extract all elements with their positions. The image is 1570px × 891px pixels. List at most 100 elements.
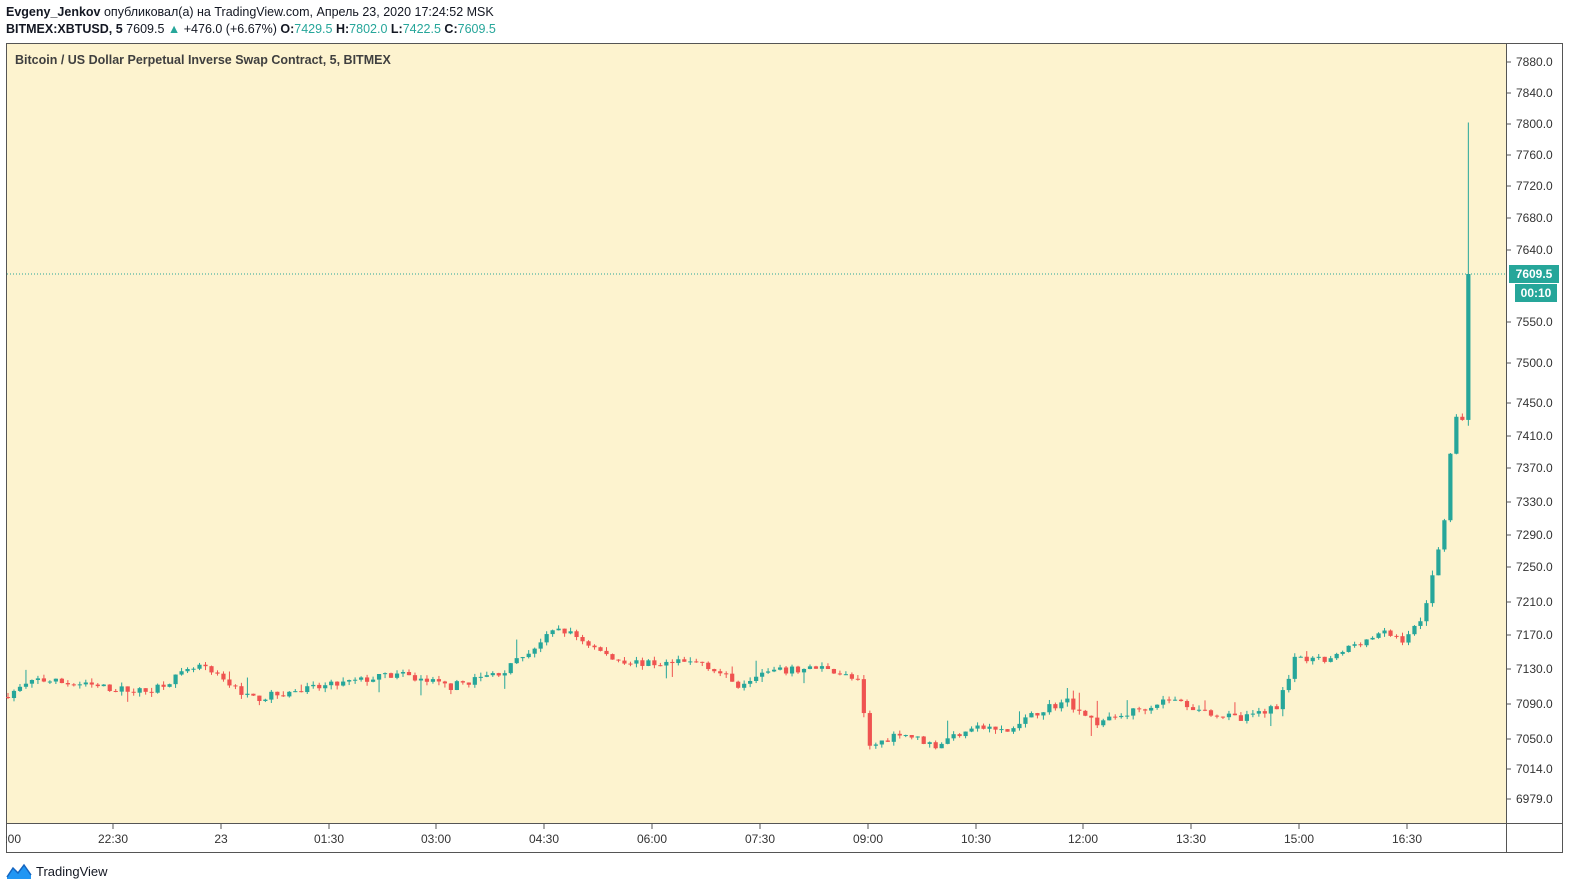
- candle: [95, 683, 100, 688]
- candle-body: [1262, 711, 1267, 714]
- candle-body: [556, 628, 561, 631]
- candle: [1190, 704, 1196, 711]
- candle-body: [843, 674, 848, 676]
- candle-body: [897, 733, 902, 736]
- candle-body: [95, 684, 100, 687]
- candle-body: [47, 681, 52, 683]
- candle: [179, 667, 184, 676]
- candle-body: [1310, 657, 1315, 662]
- candle: [490, 671, 495, 677]
- price-axis[interactable]: [1506, 43, 1563, 824]
- candle-body: [1083, 710, 1088, 716]
- candle: [646, 659, 651, 667]
- candle-body: [813, 666, 819, 669]
- candle: [1101, 718, 1106, 728]
- candle-body: [29, 679, 35, 684]
- candle-body: [1029, 713, 1034, 718]
- candle: [688, 657, 693, 665]
- candle: [891, 731, 896, 746]
- candle-body: [59, 678, 64, 684]
- chart-frame[interactable]: 7880.0 7840.0 7800.0 7760.0 7720.0 7680.0 7640…: [6, 43, 1564, 855]
- candle: [1029, 711, 1034, 718]
- candle: [496, 672, 501, 678]
- candle: [819, 662, 825, 672]
- candle: [293, 689, 298, 693]
- candle: [1316, 654, 1321, 660]
- candle: [574, 629, 579, 641]
- candle: [1065, 687, 1070, 707]
- candle-body: [1340, 651, 1345, 654]
- candle: [347, 679, 352, 686]
- candle-body: [873, 744, 878, 746]
- candle: [466, 682, 471, 688]
- candle: [508, 662, 513, 675]
- candle: [903, 734, 908, 738]
- candle-body: [568, 631, 573, 634]
- candle: [1041, 712, 1046, 720]
- candle: [1059, 699, 1064, 712]
- countdown-label: 00:10: [1521, 286, 1552, 300]
- x-tick-label: 04:30: [529, 832, 559, 846]
- candle-body: [652, 660, 657, 666]
- candle: [622, 657, 627, 665]
- candle-body: [646, 660, 651, 666]
- plot-area[interactable]: [6, 43, 1507, 824]
- tradingview-brand[interactable]: TradingView: [6, 862, 108, 880]
- candle-body: [688, 661, 693, 663]
- y-tick-label: 7130.0: [1516, 662, 1553, 676]
- candle: [742, 680, 747, 691]
- candle: [628, 661, 633, 667]
- candle: [17, 684, 23, 692]
- candle: [11, 689, 17, 702]
- candle-body: [1226, 713, 1232, 718]
- candle: [424, 675, 430, 686]
- author-name[interactable]: Evgeny_Jenkov: [6, 5, 101, 19]
- y-tick-label: 7760.0: [1516, 148, 1553, 162]
- candle-body: [1035, 713, 1040, 716]
- candle: [418, 675, 424, 696]
- candle-body: [101, 684, 106, 687]
- x-tick-label: 16:30: [1392, 832, 1422, 846]
- candle-body: [430, 679, 436, 682]
- candlestick-chart[interactable]: 7880.0 7840.0 7800.0 7760.0 7720.0 7680.0 7640…: [6, 43, 1564, 855]
- candle: [1035, 712, 1040, 719]
- candle: [664, 659, 669, 679]
- candle-body: [41, 678, 47, 682]
- candle-body: [1280, 690, 1285, 710]
- candle-body: [341, 681, 346, 686]
- time-axis[interactable]: [6, 823, 1507, 853]
- candle: [1322, 656, 1327, 664]
- candle-body: [508, 663, 513, 674]
- candle-body: [161, 684, 166, 687]
- candle: [754, 660, 759, 684]
- candle-body: [472, 677, 477, 685]
- candle-body: [1047, 704, 1052, 713]
- candle: [436, 675, 442, 686]
- candle-body: [1406, 634, 1411, 643]
- candle-body: [682, 659, 687, 662]
- candle-body: [933, 742, 938, 749]
- candle-body: [1065, 698, 1070, 703]
- candle-body: [1394, 635, 1399, 637]
- candle-body: [1256, 711, 1261, 714]
- y-tick-label: 7640.0: [1516, 243, 1553, 257]
- candle: [520, 656, 525, 662]
- candle: [53, 678, 58, 684]
- candle: [1053, 702, 1058, 711]
- candle-body: [35, 678, 41, 680]
- candle: [227, 671, 232, 688]
- candle: [281, 691, 286, 697]
- candle: [1184, 699, 1190, 711]
- candle: [634, 656, 639, 668]
- candle: [921, 735, 926, 745]
- candle: [1442, 518, 1447, 552]
- candle: [1424, 600, 1429, 626]
- candle-body: [323, 685, 328, 689]
- candle-body: [23, 683, 29, 687]
- candle: [1370, 636, 1375, 640]
- candle-body: [448, 683, 453, 690]
- candle-body: [795, 666, 801, 673]
- candle-body: [251, 693, 256, 696]
- candle: [514, 639, 519, 665]
- candle-body: [143, 688, 148, 692]
